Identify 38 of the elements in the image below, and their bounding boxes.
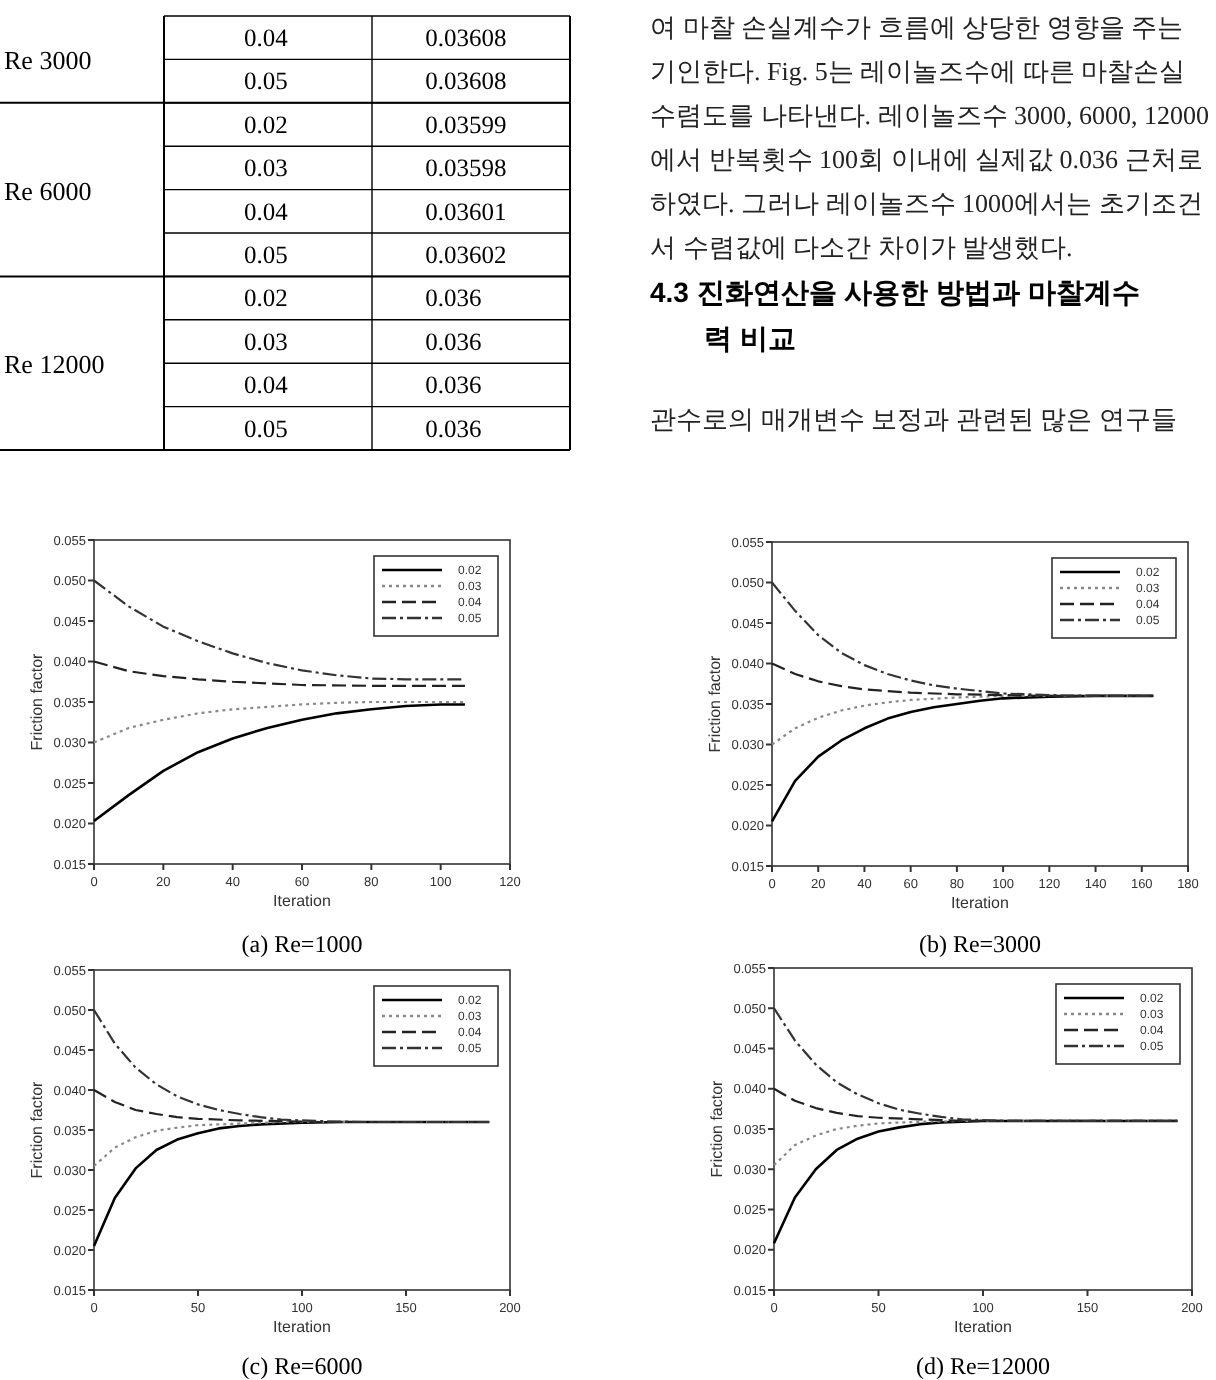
text: (a) Re=1000 (241, 930, 363, 958)
text: (b) Re=3000 (918, 930, 1042, 958)
text: 에서 반복횟수 100회 이내에 실제값 0.036 근처로 (650, 144, 1203, 174)
text: 0.05 0.03608 (244, 67, 507, 96)
line-series (92, 703, 467, 823)
text: 0.03 0.036 (244, 327, 482, 356)
y-axis-title: Friction factor (28, 1080, 46, 1179)
line-series (92, 660, 467, 687)
text: Re 6000 (4, 175, 92, 206)
x-axis-title: Iteration (273, 892, 331, 910)
text: 여 마찰 손실계수가 흐름에 상당한 영향을 주는 (650, 12, 1183, 42)
text: (d) Re=12000 (915, 1352, 1051, 1380)
text: Re 3000 (4, 45, 92, 76)
text: 4.3 진화연산을 사용한 방법과 마찰계수 력 비교 (650, 276, 1141, 354)
x-axis-title: Iteration (954, 1318, 1012, 1336)
text: 하였다. 그러나 레이놀즈수 1000에서는 초기조건 (650, 188, 1203, 218)
text: 0.05 0.036 (244, 414, 482, 443)
text: 0.04 0.03601 (244, 197, 507, 226)
y-axis-title: Friction factor (708, 1079, 726, 1178)
text: 0.05 0.03602 (244, 241, 507, 269)
x-axis-title: Iteration (951, 894, 1009, 912)
line-series (92, 700, 467, 744)
line-series (772, 1087, 1179, 1123)
text: 0.04 0.036 (244, 371, 482, 400)
x-axis-title: Iteration (273, 1318, 331, 1336)
text: 기인한다. Fig. 5는 레이놀즈수에 따른 마찰손실 (650, 56, 1186, 86)
text: Re 12000 (4, 349, 105, 380)
y-axis-title: Friction factor (28, 652, 46, 751)
text: 0.02 0.03599 (244, 110, 507, 139)
text: 0.02 0.036 (244, 284, 482, 313)
text: 수렴도를 나타낸다. 레이놀즈수 3000, 6000, 12000 (650, 100, 1209, 130)
text: 관수로의 매개변수 보정과 관련된 많은 연구들 (650, 404, 1177, 434)
text: (c) Re=6000 (241, 1352, 363, 1380)
text: 서 수렴값에 다소간 차이가 발생했다. (650, 232, 1073, 262)
text: 0.03 0.03598 (244, 154, 507, 183)
text: 0.04 0.03608 (244, 24, 507, 52)
y-axis-title: Friction factor (706, 654, 724, 753)
line-series (770, 662, 1155, 697)
